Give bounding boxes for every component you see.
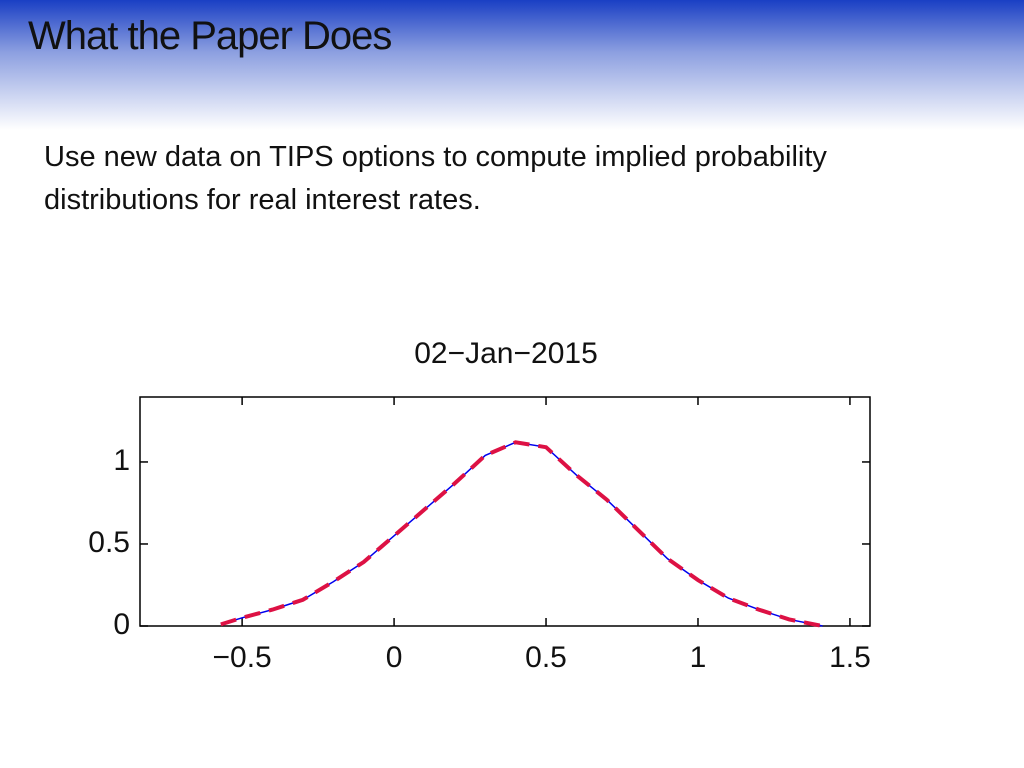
plot-frame — [139, 396, 871, 627]
line-series — [220, 441, 823, 627]
y-tick-label: 1 — [113, 444, 130, 477]
x-tick-label: 0 — [386, 641, 403, 674]
line-series — [220, 440, 823, 628]
header-band — [0, 0, 1024, 130]
x-tick-label: 1.5 — [829, 641, 871, 674]
x-tick-label: −0.5 — [212, 641, 271, 674]
x-tick-label: 1 — [690, 641, 707, 674]
y-tick-label: 0.5 — [88, 526, 130, 559]
body-text: Use new data on TIPS options to compute … — [44, 141, 827, 216]
chart-title: 02−Jan−2015 — [414, 337, 598, 370]
y-tick-label: 0 — [113, 608, 130, 641]
slide-title: What the Paper Does — [28, 14, 392, 58]
x-tick-label: 0.5 — [525, 641, 567, 674]
